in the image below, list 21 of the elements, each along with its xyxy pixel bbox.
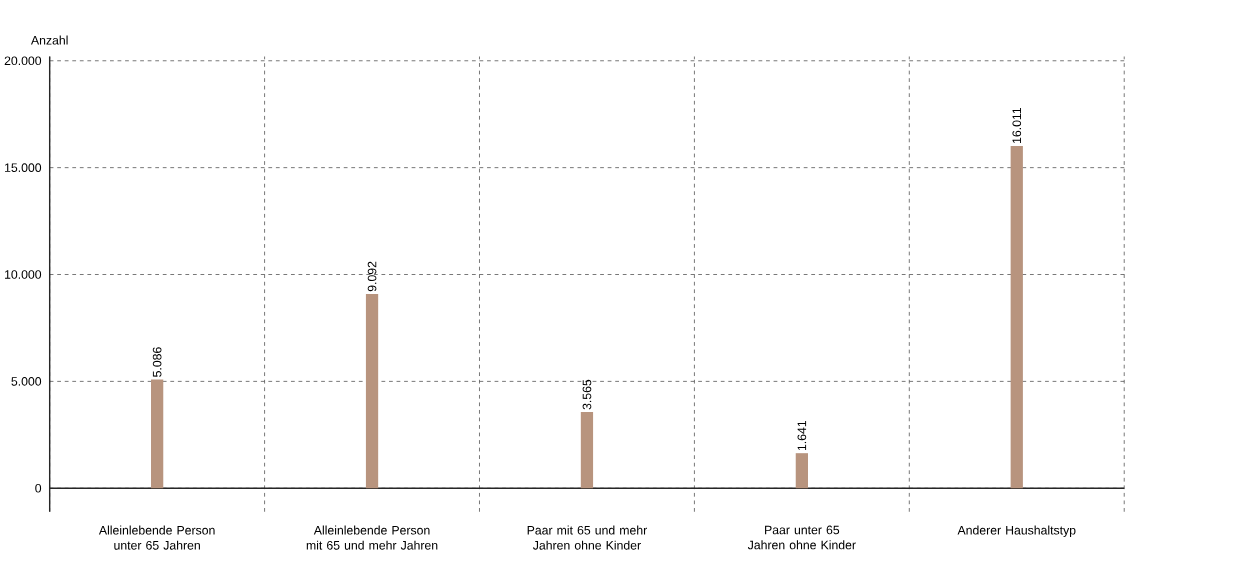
- y-axis-title: Anzahl: [30, 35, 68, 45]
- data-label: 5.086: [152, 347, 162, 378]
- y-tick-label: 20.000: [4, 56, 42, 66]
- data-label: 3.565: [582, 379, 592, 410]
- bar: [1010, 146, 1023, 489]
- bar: [580, 412, 594, 489]
- x-tick-label: Paar unter 65 Jahren ohne Kinder: [747, 525, 856, 550]
- y-tick-label: 10.000: [5, 270, 42, 279]
- data-label: 16.011: [1012, 108, 1022, 144]
- x-tick-label: Alleinlebende Person mit 65 und mehr Jahren: [306, 525, 438, 550]
- y-tick-label: 0: [35, 484, 42, 493]
- x-tick-label: Paar mit 65 und mehr Jahren ohne Kinder: [527, 525, 648, 550]
- bar: [795, 453, 808, 489]
- x-tick-label: Anderer Haushaltstyp: [957, 525, 1076, 538]
- bar: [151, 379, 164, 489]
- x-tick-label: Alleinlebende Person unter 65 Jahren: [98, 525, 215, 550]
- data-label: 9.092: [367, 261, 377, 292]
- y-tick-label: 5.000: [11, 377, 42, 386]
- y-tick-label: 15.000: [5, 163, 42, 173]
- data-label: 1.641: [797, 421, 807, 451]
- bar: [365, 294, 379, 489]
